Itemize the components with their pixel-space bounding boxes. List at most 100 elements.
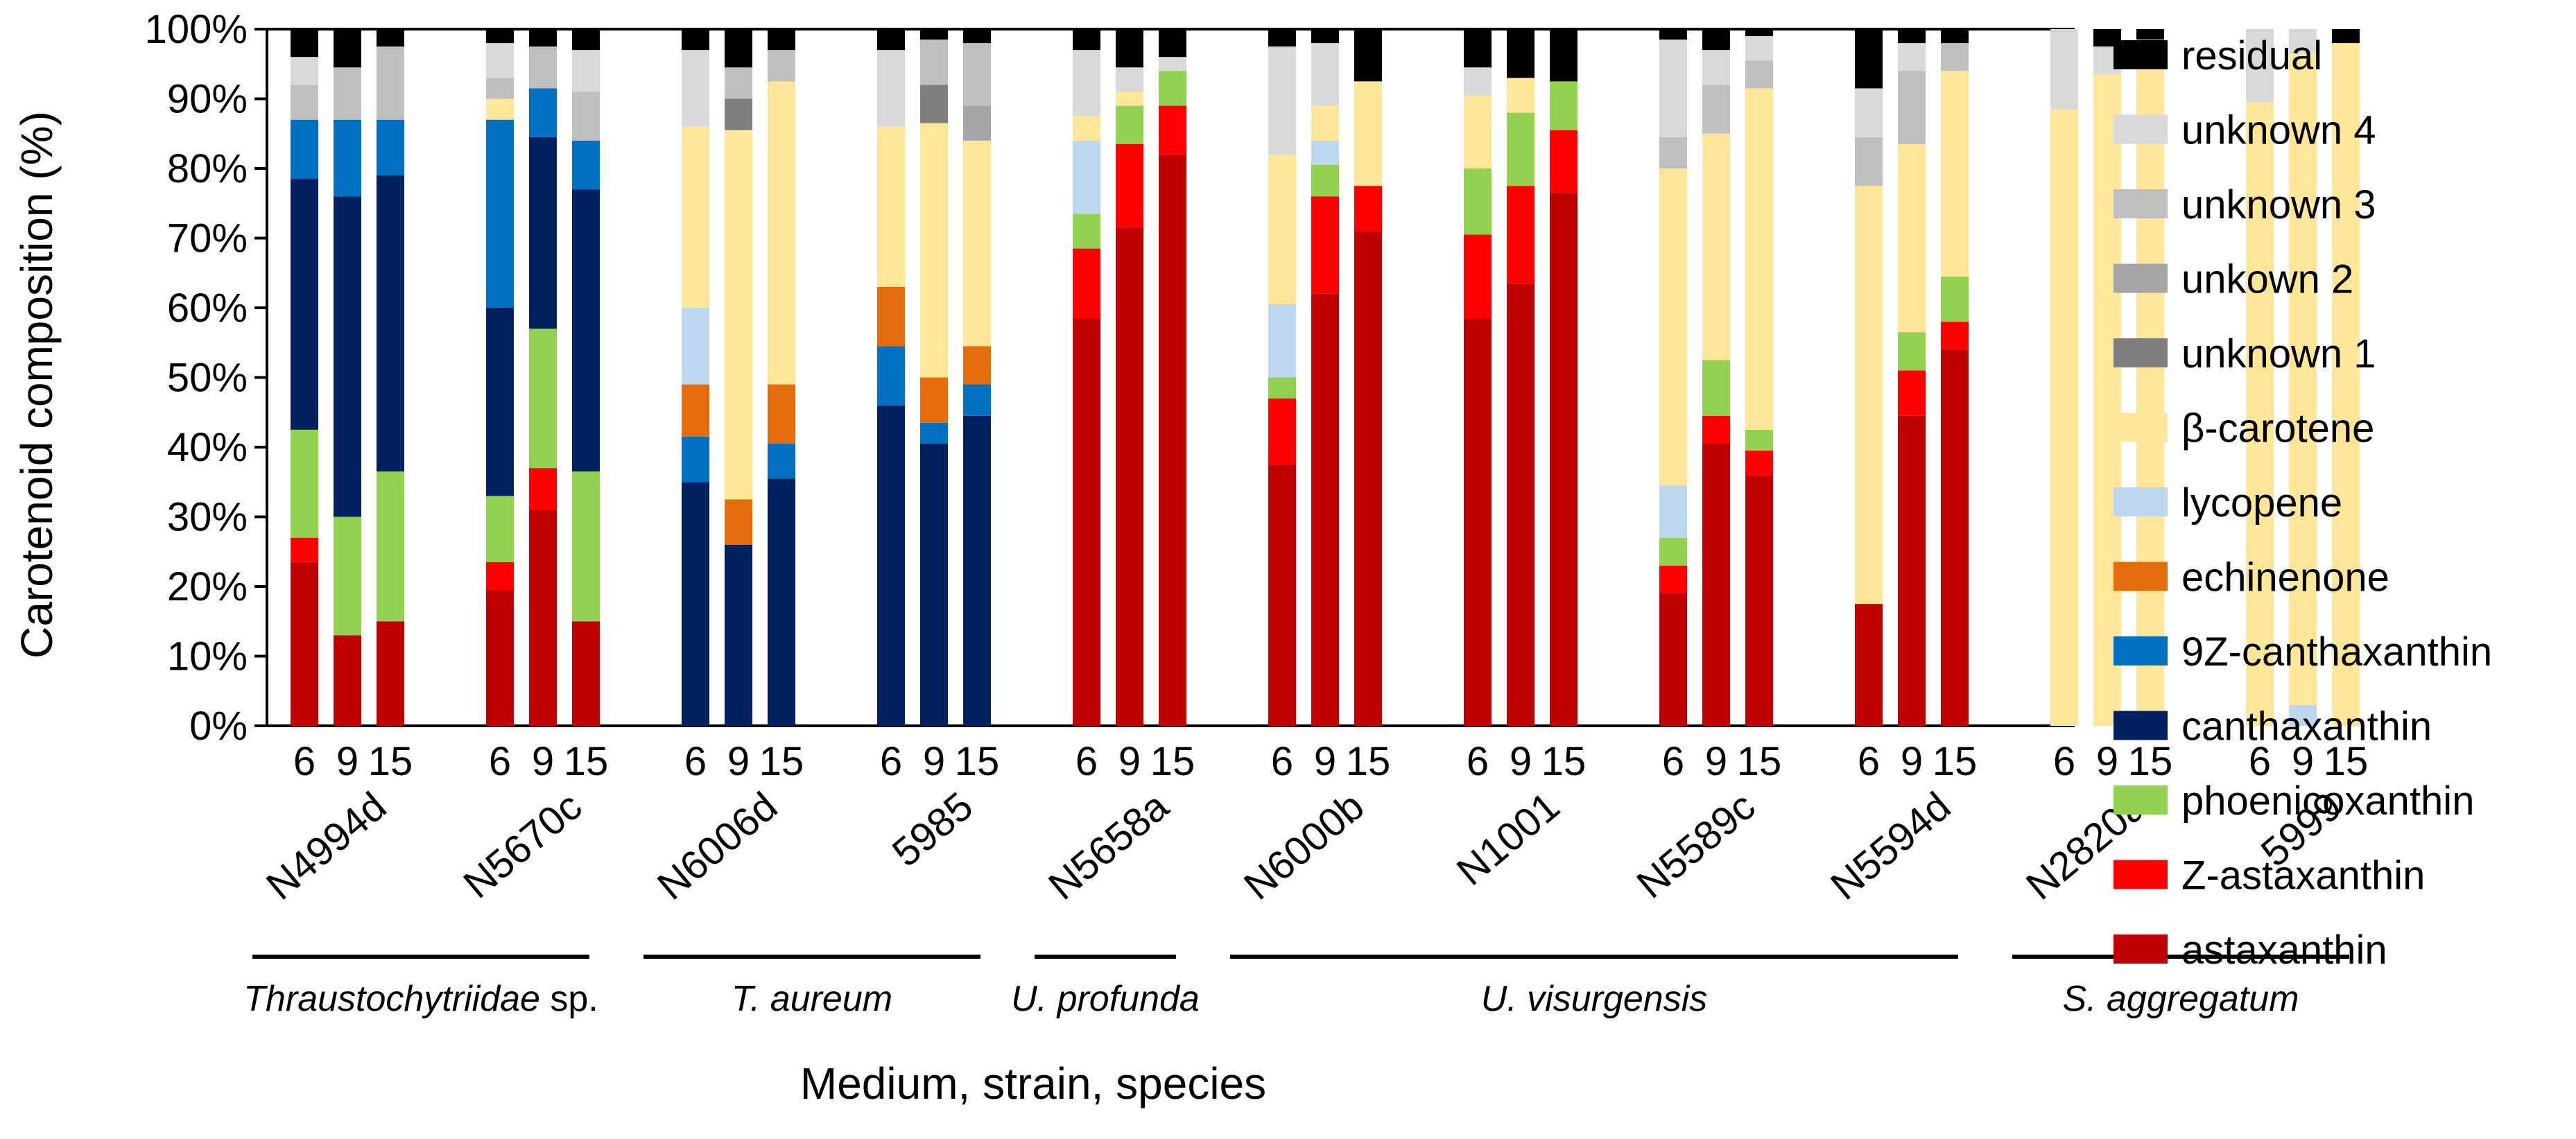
bar-segment-9z-canthaxanthin [682, 436, 709, 482]
x-strain-label: N5670c [455, 783, 590, 907]
bar-segment-lycopene [1073, 140, 1100, 214]
legend-item-residual: residual [2113, 33, 2322, 78]
bar-stack-N1001-medium-6 [1464, 29, 1492, 726]
y-axis: 0% 10% 20% 30% 40% 50% 60% 70% 80% 90% 100% [145, 7, 267, 749]
species-label: Thraustochytriidae sp. [243, 979, 598, 1019]
bar-segment-z-astaxanthin [1898, 370, 1926, 416]
bar-segment-canthaxanthin [682, 482, 709, 726]
bar-segment-residual [1464, 29, 1492, 68]
bar-segment-unknown-3 [334, 67, 361, 120]
bar-stack-5999-medium-9 [2289, 29, 2317, 726]
bar-segment-canthaxanthin [334, 196, 361, 517]
legend-item-z-astaxanthin: Z-astaxanthin [2113, 853, 2425, 898]
bar-segment--carotene [2332, 43, 2360, 727]
bar-segment-residual [486, 29, 514, 44]
bar-segment-unknown-4 [1268, 46, 1296, 155]
bar-segment-residual [529, 29, 557, 47]
x-tick-label-medium: 6 [1075, 739, 1098, 784]
bar-segment-unknown-4 [1855, 88, 1883, 137]
bar-segment-phoenicoxanthin [1659, 537, 1687, 566]
x-tick-label-medium: 15 [1346, 739, 1391, 784]
bar-segment-astaxanthin [291, 562, 318, 726]
bar-segment-residual [877, 29, 905, 51]
legend-swatch [2113, 412, 2168, 442]
legend-label: canthaxanthin [2181, 704, 2432, 749]
bar-stack-N2820a-medium-6 [2050, 29, 2078, 726]
x-tick-label-medium: 6 [1271, 739, 1293, 784]
bar-segment-unknown-4 [1159, 57, 1186, 71]
bar-stack-N5658a-medium-15 [1159, 29, 1186, 726]
legend-item-unkown-2: unkown 2 [2113, 257, 2353, 302]
bar-segment-z-astaxanthin [486, 562, 514, 591]
bar-segment--carotene [1354, 81, 1382, 186]
bar-segment-phoenicoxanthin [1311, 164, 1339, 197]
bar-segment-unknown-4 [2050, 29, 2078, 110]
legend-label: unknown 1 [2181, 331, 2376, 376]
legend-swatch [2113, 711, 2168, 740]
bar-segment--carotene [682, 126, 709, 308]
species-name: S. aggregatum [2062, 979, 2299, 1019]
legend-swatch [2113, 636, 2168, 666]
bar-segment-unknown-3 [963, 43, 991, 106]
x-tick-label-medium: 9 [1705, 739, 1727, 784]
bar-segment-unknown-3 [1745, 60, 1773, 89]
bar-segment--carotene [2289, 53, 2317, 705]
bar-segment--carotene [1855, 186, 1883, 605]
bar-segment-residual [1659, 29, 1687, 40]
bar-segment-canthaxanthin [572, 189, 600, 472]
bar-segment-z-astaxanthin [1702, 415, 1730, 444]
x-strain-label: N6006d [649, 783, 786, 908]
bar-segment-unknown-3 [1855, 137, 1883, 186]
bar-segment-unknown-3 [1941, 43, 1969, 71]
bar-segment-echinenone [682, 384, 709, 437]
bar-segment-canthaxanthin [963, 415, 991, 726]
bar-segment-residual [1702, 29, 1730, 51]
bar-segment-9z-canthaxanthin [486, 119, 514, 308]
bar-segment-phoenicoxanthin [291, 429, 318, 538]
bar-segment-residual [2332, 29, 2360, 44]
species-name: T. aureum [732, 979, 892, 1019]
bar-segment-residual [1116, 29, 1143, 68]
bar-segment-z-astaxanthin [1745, 451, 1773, 476]
bar-segment-phoenicoxanthin [1464, 168, 1492, 235]
bar-segment-unknown-4 [1745, 36, 1773, 61]
x-tick-label-medium: 9 [1510, 739, 1532, 784]
x-tick-label-medium: 9 [2096, 739, 2118, 784]
bar-segment-canthaxanthin [768, 478, 795, 726]
bar-stack-N5594d-medium-6 [1855, 29, 1883, 726]
bar-segment-z-astaxanthin [1941, 322, 1969, 350]
bar-stack-5999-medium-15 [2332, 29, 2360, 727]
y-tick-label: 50% [167, 356, 248, 401]
x-tick-label-medium: 9 [1118, 739, 1141, 784]
y-tick-label: 90% [167, 77, 248, 122]
legend-item-canthaxanthin: canthaxanthin [2113, 704, 2432, 749]
x-tick-label-medium: 15 [1541, 739, 1587, 784]
bar-segment-9z-canthaxanthin [291, 119, 318, 180]
species-name: Thraustochytriidae [243, 979, 540, 1019]
x-tick-label-medium: 6 [684, 739, 707, 784]
legend-label: unknown 4 [2181, 108, 2376, 153]
bar-segment-lycopene [1268, 304, 1296, 378]
legend-item-unknown-4: unknown 4 [2113, 108, 2376, 153]
bar-segment-z-astaxanthin [1311, 196, 1339, 294]
bar-segment-z-astaxanthin [1159, 105, 1186, 155]
bar-segment-astaxanthin [1116, 227, 1143, 726]
bar-segment--carotene [2136, 40, 2164, 726]
x-tick-label-medium: 9 [727, 739, 750, 784]
x-strain-label: N4994d [258, 783, 395, 908]
bar-segment-phoenicoxanthin [572, 471, 600, 622]
x-strain-label: N5594d [1822, 783, 1959, 908]
x-strain-label: 5985 [884, 783, 982, 876]
bar-segment-echinenone [877, 286, 905, 347]
legend-label: residual [2181, 33, 2322, 78]
x-tick-label-medium: 6 [1858, 739, 1880, 784]
bar-segment-phoenicoxanthin [1702, 360, 1730, 416]
bar-segment-z-astaxanthin [1268, 398, 1296, 465]
bar-segment-residual [682, 29, 709, 51]
legend-swatch [2113, 860, 2168, 889]
species-label: U. profunda [1011, 979, 1200, 1019]
bar-segment-residual [377, 29, 404, 47]
bar-stack-5985-medium-6 [877, 29, 905, 726]
bar-segment-unknown-4 [1073, 50, 1100, 116]
